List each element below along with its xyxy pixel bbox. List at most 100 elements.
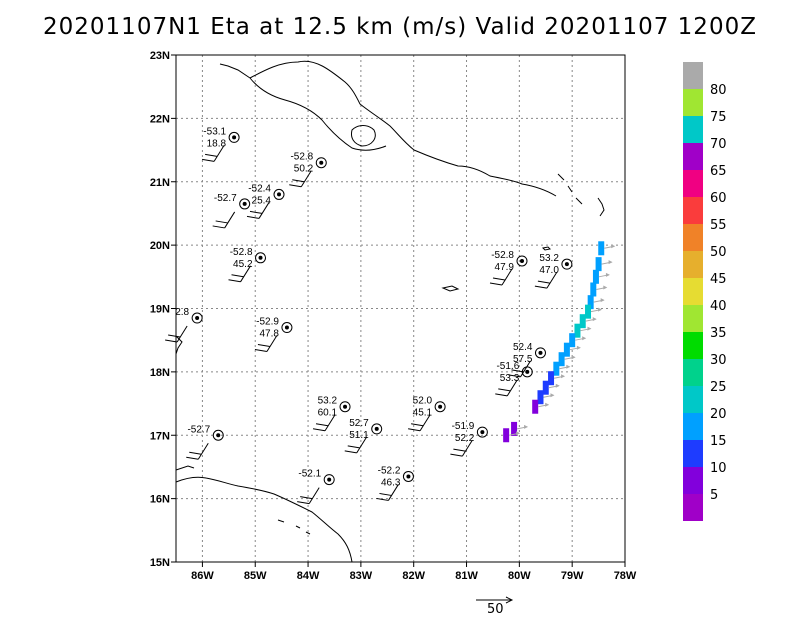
colorbar-swatch — [683, 467, 703, 494]
wind-barb-flag — [344, 450, 357, 454]
station-label-1: -51.6 — [496, 361, 519, 372]
wind-barb-flag — [292, 179, 305, 183]
longitude-ticks: 86W 85W 84W 83W 82W 81W 80W 79W 78W — [191, 562, 637, 582]
reference-vector-label: 50 — [487, 602, 504, 617]
station-ring — [371, 423, 383, 435]
station-label-2: 25.4 — [252, 195, 272, 206]
wind-barb-flag — [215, 220, 228, 224]
wind-barb — [356, 436, 368, 454]
station-dot — [258, 255, 263, 260]
wind-barb-flag — [186, 456, 199, 460]
tick-label-lat: 16N — [150, 494, 170, 506]
colorbar-swatch — [683, 332, 703, 359]
station-label-2: 47.8 — [259, 329, 279, 340]
cayman-2 — [541, 246, 552, 251]
station-label-1: -52.8 — [290, 152, 313, 163]
wind-barb-flag — [489, 282, 503, 286]
station-dot — [319, 160, 324, 165]
colorbar-swatch — [683, 413, 703, 440]
wind-barb-flag — [511, 369, 524, 373]
station-dot — [232, 135, 237, 140]
colorbar-swatch — [683, 494, 703, 521]
station-ring — [273, 188, 285, 200]
wind-barb — [520, 360, 531, 378]
station-dot — [195, 316, 200, 321]
wind-barb-flag — [508, 374, 521, 378]
colorbar-swatch — [683, 359, 703, 386]
station-dot — [406, 474, 411, 479]
swath-vector-head — [600, 298, 605, 303]
station-dot — [525, 369, 530, 374]
colorbar-label: 55 — [710, 218, 727, 233]
wind-barb — [240, 265, 251, 283]
station-ring — [561, 258, 573, 270]
gridlines — [176, 54, 626, 563]
tick-label-lat: 19N — [150, 304, 170, 316]
coast-cuba-south — [249, 77, 387, 151]
swath-cell — [590, 282, 597, 297]
storm-stations: -53.118.8-52.850.2-52.425.4-52.7-52.845.… — [165, 126, 573, 505]
wind-swath — [503, 241, 616, 443]
wind-barb-flag — [231, 274, 244, 278]
wind-barb-flag — [205, 153, 218, 157]
station-label-1: -52.2 — [378, 465, 401, 476]
tick-label-lat: 18N — [150, 367, 170, 379]
wind-barb — [213, 145, 225, 162]
colorbar-swatch — [683, 170, 703, 197]
wind-barb-flag — [495, 393, 508, 397]
station-dot — [242, 201, 247, 206]
wind-barb-flag — [411, 423, 424, 427]
wind-barb-flag — [498, 388, 511, 392]
colorbar-label: 15 — [710, 434, 727, 449]
wind-barb-flag — [312, 428, 326, 432]
wind-barb-flag — [453, 448, 466, 452]
wind-barb-flag — [249, 210, 263, 214]
swath-vector-head — [545, 402, 550, 407]
jamaica-coast — [597, 197, 605, 217]
colorbar-swatch — [683, 62, 703, 89]
swath-vector-head — [582, 336, 587, 341]
station-label-1: 52.4 — [513, 342, 533, 353]
station-label-1: -53.1 — [203, 126, 226, 137]
colorbar-label: 45 — [710, 272, 727, 287]
swath-cell — [598, 241, 605, 256]
tick-label-lon: 81W — [455, 570, 478, 582]
station-dot — [216, 433, 221, 438]
colorbar-label: 5 — [710, 488, 718, 503]
swath-vector-head — [550, 393, 555, 398]
colorbar-swatch — [683, 143, 703, 170]
station-ring — [534, 347, 546, 359]
station-label-2: 47.0 — [539, 265, 559, 276]
colorbar-swatch — [683, 305, 703, 332]
wind-barb-flag — [537, 280, 550, 284]
colorbar-label: 50 — [710, 245, 727, 260]
tick-label-lat: 15N — [150, 557, 170, 569]
station-ring — [191, 312, 203, 324]
station-ring — [339, 401, 351, 413]
wind-barb-flag — [450, 453, 463, 457]
colorbar-label: 25 — [710, 380, 727, 395]
station-label-2: 50.2 — [294, 164, 314, 175]
swath-cell — [537, 390, 544, 405]
tick-label-lon: 85W — [244, 570, 267, 582]
swath-vector-head — [608, 260, 613, 265]
coast-honduras — [175, 476, 353, 563]
station-dot — [327, 477, 332, 482]
station-ring — [281, 322, 293, 334]
swath-cell — [569, 333, 576, 348]
station-label-2: 53.3 — [500, 373, 520, 384]
tick-label-lat: 23N — [150, 50, 170, 62]
station-dot — [284, 325, 289, 330]
swath-cell — [548, 371, 555, 386]
wind-barb-flag — [297, 501, 310, 505]
colorbar-label: 10 — [710, 461, 727, 476]
station-label-1: 53.2 — [318, 396, 338, 407]
colorbar-label: 40 — [710, 299, 727, 314]
station-dot — [538, 350, 543, 355]
swath-cell — [532, 399, 539, 414]
wind-barb-flag — [408, 428, 421, 432]
swath-vector-head — [611, 244, 616, 249]
station-ring — [402, 470, 414, 482]
swath-cell — [542, 380, 549, 395]
reference-vector: 50 — [476, 596, 514, 617]
